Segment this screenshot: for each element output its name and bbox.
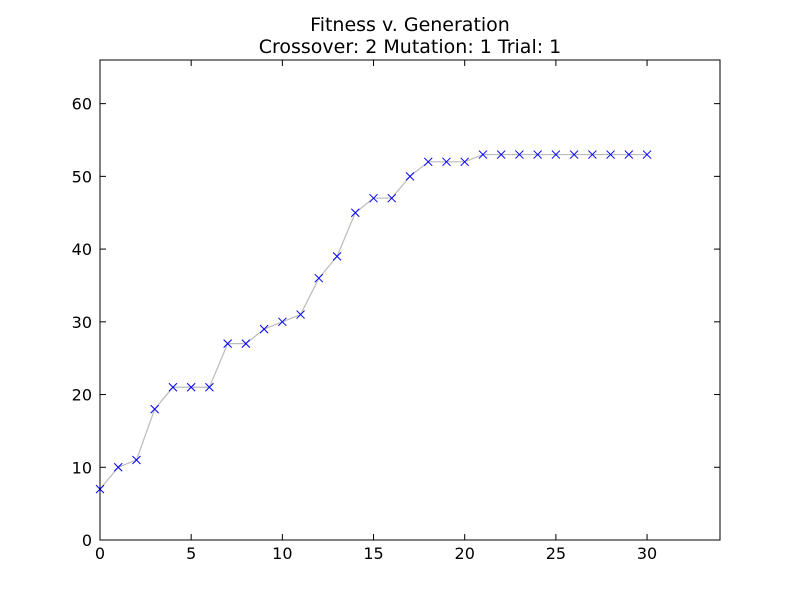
y-tick-label: 10: [72, 458, 92, 477]
data-point-marker: [277, 317, 287, 327]
data-point-marker: [642, 150, 652, 159]
axis-ticks: [99, 60, 720, 541]
x-tick-label: 0: [95, 544, 105, 563]
data-point-marker: [606, 150, 615, 159]
data-point-marker: [551, 150, 561, 159]
data-point-marker: [241, 339, 251, 348]
series-line: [99, 153, 648, 490]
y-tick-label: 0: [82, 531, 92, 550]
data-point-marker: [332, 252, 342, 261]
data-point-marker: [296, 310, 305, 319]
data-point-marker: [624, 150, 634, 159]
data-point-marker: [405, 172, 415, 181]
x-tick-label: 5: [186, 544, 196, 563]
x-tick-label: 10: [272, 544, 292, 563]
y-tick-label: 60: [72, 95, 92, 114]
data-point-marker: [150, 404, 160, 414]
data-point-marker: [387, 193, 397, 203]
data-point-marker: [223, 339, 233, 348]
chart-title: Fitness v. Generation: [310, 14, 510, 36]
data-point-marker: [113, 462, 123, 472]
plot-frame: [99, 59, 721, 541]
data-point-marker: [460, 157, 470, 167]
y-tick-label: 30: [72, 313, 92, 332]
chart-subtitle: Crossover: 2 Mutation: 1 Trial: 1: [259, 36, 562, 58]
data-point-marker: [569, 150, 579, 159]
data-point-marker: [587, 150, 597, 159]
data-point-marker: [132, 455, 141, 465]
axis-tick-labels: 0 5 10 15 20 25 30 0 10 20 30 40 50 60: [72, 95, 658, 563]
data-point-marker: [259, 324, 269, 334]
y-tick-label: 40: [72, 240, 92, 259]
data-point-marker: [423, 157, 433, 167]
data-point-marker: [168, 382, 178, 392]
data-point-marker: [369, 193, 378, 203]
y-tick-label: 20: [72, 386, 92, 405]
series-line-group: [99, 153, 648, 490]
data-point-marker: [186, 382, 196, 392]
data-point-marker: [350, 208, 360, 218]
data-point-marker: [515, 150, 524, 159]
data-point-marker: [442, 157, 451, 167]
data-point-marker: [205, 382, 214, 392]
x-tick-label: 30: [637, 544, 657, 563]
x-tick-label: 25: [546, 544, 566, 563]
data-point-marker: [496, 150, 506, 159]
data-markers: [95, 150, 652, 494]
data-point-marker: [314, 273, 324, 283]
x-tick-label: 20: [455, 544, 475, 563]
data-point-marker: [533, 150, 543, 159]
data-point-marker: [478, 150, 488, 159]
x-tick-label: 15: [363, 544, 383, 563]
y-tick-label: 50: [72, 167, 92, 186]
